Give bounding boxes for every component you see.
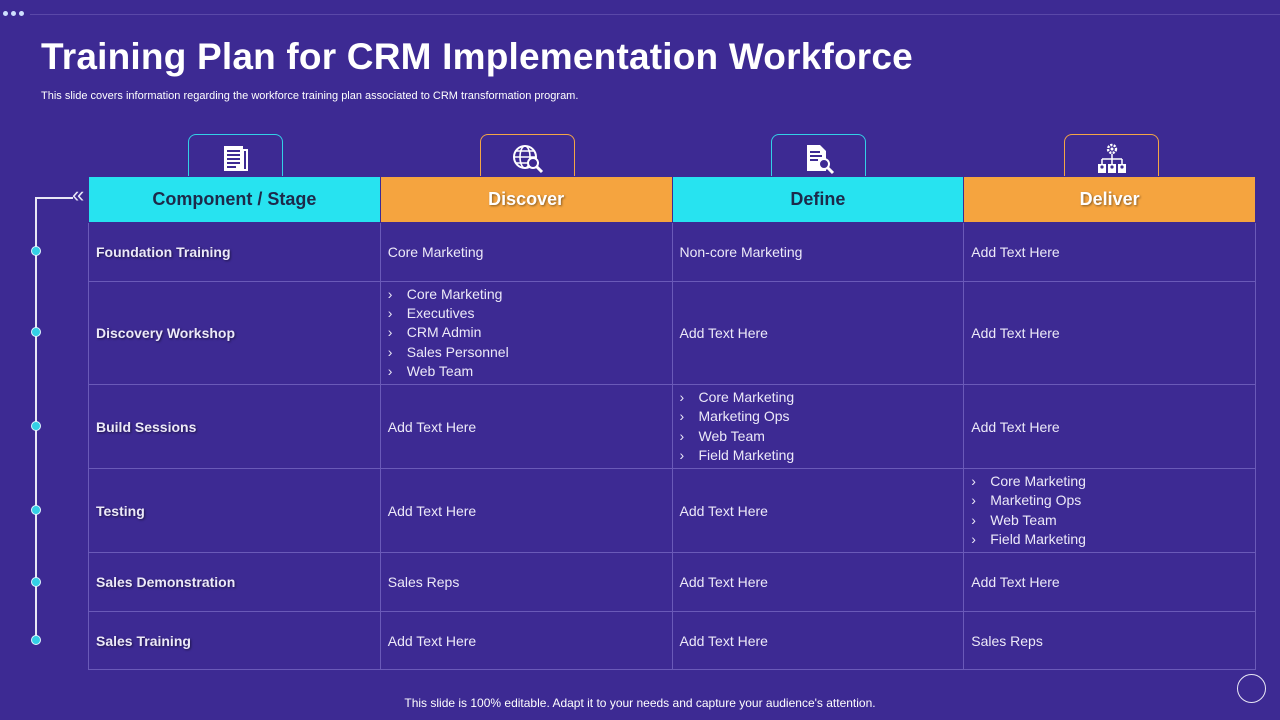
top-divider [30,14,1280,15]
list-item: Executives [388,304,665,324]
footer-note: This slide is 100% editable. Adapt it to… [404,696,876,710]
header-component-stage: Component / Stage [88,176,381,223]
globe-search-icon-box [480,134,575,180]
document-list-icon-box [188,134,283,180]
discover-cell: Add Text Here [379,468,673,553]
define-cell: Core Marketing Marketing Ops Web Team Fi… [671,384,965,469]
org-chart-gear-icon-box [1064,134,1159,180]
stage-cell: Sales Demonstration [88,552,381,612]
list-item: Web Team [971,511,1248,531]
page-title: Training Plan for CRM Implementation Wor… [41,36,913,77]
deliver-cell: Sales Reps [963,611,1256,670]
list-item: Core Marketing [388,285,665,305]
define-cell: Add Text Here [671,611,965,670]
stage-cell: Foundation Training [88,222,381,282]
list-item: Field Marketing [971,530,1248,550]
deliver-cell: Add Text Here [963,384,1256,469]
table-row: Sales Demonstration Sales Reps Add Text … [88,552,1256,612]
org-chart-gear-icon [1097,143,1126,173]
stage-cell: Discovery Workshop [88,281,381,385]
timeline-line [35,198,37,640]
timeline-dot [31,505,41,515]
list-item: Core Marketing [680,388,957,408]
document-search-icon [806,145,834,175]
table-row: Discovery Workshop Core Marketing Execut… [88,281,1256,385]
slide-nav-button[interactable] [1237,674,1266,703]
list-item: Marketing Ops [680,407,957,427]
page-subtitle: This slide covers information regarding … [41,90,579,102]
timeline-dot [31,421,41,431]
deliver-cell: Add Text Here [963,552,1256,612]
list-item: Marketing Ops [971,491,1248,511]
bullet-list: Core Marketing Marketing Ops Web Team Fi… [680,388,957,465]
deliver-cell: Add Text Here [963,281,1256,385]
header-define: Define [671,176,965,223]
table-row: Foundation Training Core Marketing Non-c… [88,222,1256,282]
header-discover: Discover [379,176,673,223]
table-header-row: Component / Stage Discover Define Delive… [88,176,1256,223]
define-cell: Add Text Here [671,552,965,612]
training-plan-table: Component / Stage Discover Define Delive… [88,176,1256,670]
list-item: CRM Admin [388,323,665,343]
bullet-list: Core Marketing Executives CRM Admin Sale… [388,285,665,382]
timeline-connector [35,197,73,199]
table-row: Testing Add Text Here Add Text Here Core… [88,468,1256,553]
list-item: Core Marketing [971,472,1248,492]
discover-cell: Core Marketing Executives CRM Admin Sale… [379,281,673,385]
define-cell: Add Text Here [671,468,965,553]
list-item: Sales Personnel [388,343,665,363]
table-row: Build Sessions Add Text Here Core Market… [88,384,1256,469]
stage-cell: Testing [88,468,381,553]
bullet-list: Core Marketing Marketing Ops Web Team Fi… [971,472,1248,549]
discover-cell: Add Text Here [379,611,673,670]
timeline-dot [31,635,41,645]
globe-search-icon [512,145,543,174]
define-cell: Add Text Here [671,281,965,385]
document-list-icon [223,146,248,171]
timeline-dot [31,327,41,337]
stage-cell: Build Sessions [88,384,381,469]
discover-cell: Sales Reps [379,552,673,612]
slide-menu-dots [3,11,24,16]
timeline-dot [31,577,41,587]
list-item: Web Team [680,427,957,447]
list-item: Field Marketing [680,446,957,466]
discover-cell: Add Text Here [379,384,673,469]
header-deliver: Deliver [963,176,1256,223]
document-search-icon-box [771,134,866,180]
stage-cell: Sales Training [88,611,381,670]
list-item: Web Team [388,362,665,382]
table-row: Sales Training Add Text Here Add Text He… [88,611,1256,670]
deliver-cell: Add Text Here [963,222,1256,282]
discover-cell: Core Marketing [379,222,673,282]
define-cell: Non-core Marketing [671,222,965,282]
timeline-arrow-icon: « [72,182,85,207]
deliver-cell: Core Marketing Marketing Ops Web Team Fi… [963,468,1256,553]
timeline-dot [31,246,41,256]
